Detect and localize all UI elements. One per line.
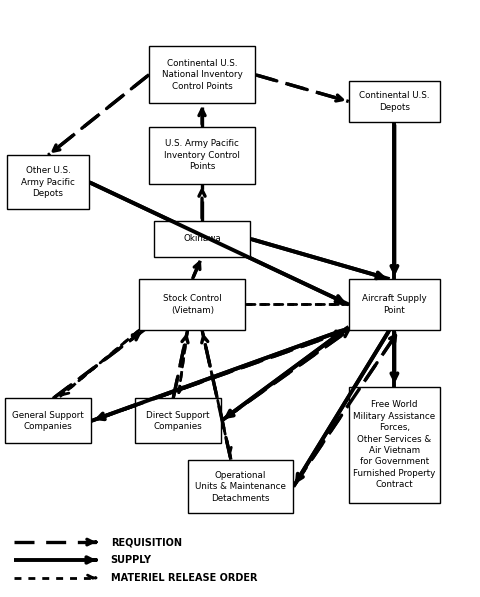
Text: Stock Control
(Vietnam): Stock Control (Vietnam) bbox=[163, 294, 221, 315]
FancyBboxPatch shape bbox=[7, 155, 89, 209]
FancyBboxPatch shape bbox=[348, 81, 439, 122]
FancyBboxPatch shape bbox=[149, 47, 254, 103]
FancyBboxPatch shape bbox=[5, 399, 91, 443]
Text: General Support
Companies: General Support Companies bbox=[12, 411, 84, 431]
FancyBboxPatch shape bbox=[134, 399, 221, 443]
Text: Direct Support
Companies: Direct Support Companies bbox=[146, 411, 209, 431]
Text: SUPPLY: SUPPLY bbox=[110, 555, 151, 565]
Text: Operational
Units & Maintenance
Detachments: Operational Units & Maintenance Detachme… bbox=[195, 470, 285, 503]
FancyBboxPatch shape bbox=[187, 460, 293, 513]
Text: Free World
Military Assistance
Forces,
Other Services &
Air Vietnam
for Governme: Free World Military Assistance Forces, O… bbox=[353, 400, 434, 490]
Text: Other U.S.
Army Pacific
Depots: Other U.S. Army Pacific Depots bbox=[21, 166, 75, 198]
FancyBboxPatch shape bbox=[348, 387, 439, 503]
FancyBboxPatch shape bbox=[348, 279, 439, 330]
Text: Okinawa: Okinawa bbox=[183, 234, 220, 244]
FancyBboxPatch shape bbox=[154, 221, 250, 257]
Text: U.S. Army Pacific
Inventory Control
Points: U.S. Army Pacific Inventory Control Poin… bbox=[164, 139, 240, 171]
FancyBboxPatch shape bbox=[139, 279, 245, 330]
FancyBboxPatch shape bbox=[149, 127, 254, 184]
Text: Continental U.S.
National Inventory
Control Points: Continental U.S. National Inventory Cont… bbox=[161, 59, 242, 91]
Text: Aircraft Supply
Point: Aircraft Supply Point bbox=[361, 294, 426, 315]
Text: Continental U.S.
Depots: Continental U.S. Depots bbox=[359, 91, 429, 112]
Text: REQUISITION: REQUISITION bbox=[110, 537, 181, 547]
Text: MATERIEL RELEASE ORDER: MATERIEL RELEASE ORDER bbox=[110, 573, 257, 583]
